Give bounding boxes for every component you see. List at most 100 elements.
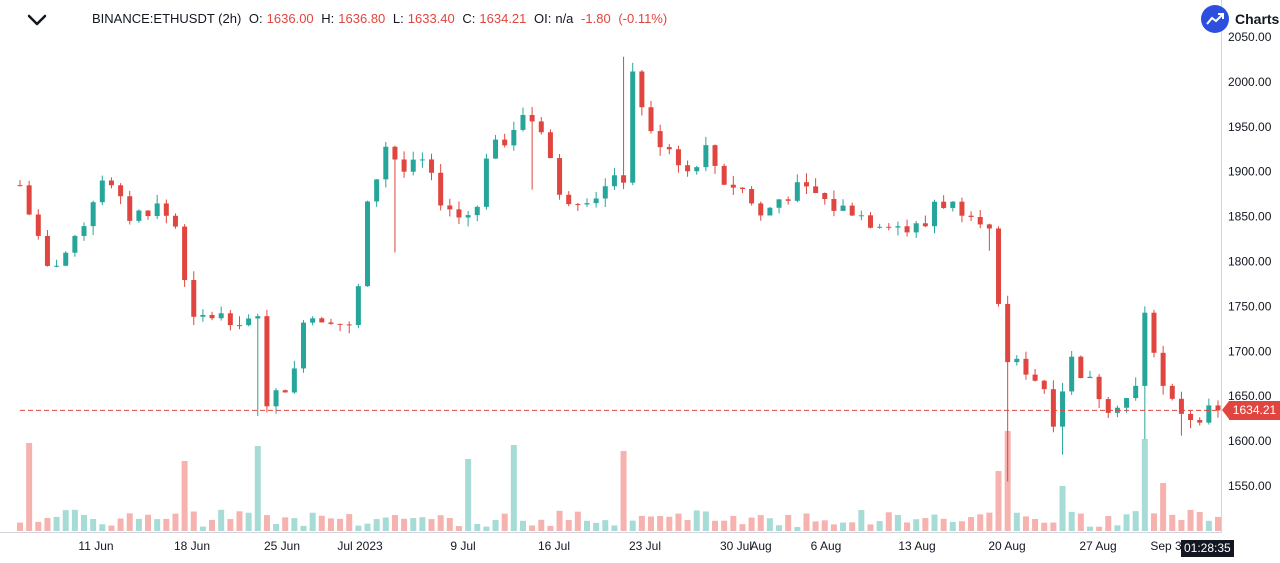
candle-body: [886, 226, 892, 228]
candle-body: [1178, 398, 1184, 414]
candle-body: [1050, 389, 1056, 427]
trend-up-icon: [1201, 5, 1229, 33]
candle-body: [273, 390, 279, 407]
y-tick-label: 2050.00: [1228, 30, 1272, 44]
volume-bar: [977, 514, 984, 531]
candle-body: [328, 322, 334, 324]
candle-body: [172, 215, 178, 227]
volume-bar: [748, 517, 755, 531]
candle-body: [1160, 352, 1166, 386]
candle-body: [831, 199, 837, 211]
candle-body: [630, 71, 636, 183]
candle-body: [264, 316, 270, 407]
volume-bar: [730, 515, 737, 531]
volume-bar: [236, 511, 243, 531]
candle-body: [1206, 405, 1212, 423]
candle-body: [730, 184, 736, 188]
time-axis[interactable]: 11 Jun 18 Jun 25 Jun Jul 2023 9 Jul 16 Jul 23 …: [78, 539, 1182, 553]
candle-body: [950, 201, 956, 208]
volume-bar: [218, 509, 225, 531]
candle-body: [1078, 356, 1084, 379]
candle-body: [785, 199, 791, 201]
candle-body: [291, 368, 297, 393]
candle-body: [392, 146, 398, 160]
volume-bar: [437, 515, 444, 531]
volume-bar: [712, 520, 719, 531]
y-tick-label: 1650.00: [1228, 389, 1272, 403]
candle-body: [438, 172, 444, 206]
candle-body: [739, 187, 745, 190]
charts-logo[interactable]: Charts: [1201, 4, 1279, 34]
candle-body: [154, 203, 160, 217]
volume-bar: [958, 521, 965, 531]
volume-bar: [53, 516, 60, 531]
volume-bar: [181, 461, 188, 531]
y-tick-label: 1800.00: [1228, 255, 1272, 269]
candle-body: [81, 226, 87, 236]
candle-body: [840, 205, 846, 211]
volume-bar: [904, 522, 911, 531]
volume-bar: [410, 518, 417, 531]
symbol-label[interactable]: BINANCE:ETHUSDT (2h): [92, 11, 242, 26]
candle-body: [913, 223, 919, 233]
volume-bar: [190, 511, 197, 531]
volume-bar: [1086, 526, 1093, 531]
candle-body: [758, 203, 764, 216]
candle-body: [447, 205, 453, 210]
volume-bar: [172, 513, 179, 531]
candle-body: [996, 228, 1002, 304]
volume-bar: [583, 520, 590, 531]
candle-body: [1169, 385, 1175, 399]
candle-body: [145, 210, 151, 217]
candle-body: [35, 214, 41, 236]
price-axis[interactable]: 2050.00 2000.00 1950.00 1900.00 1850.00 1800.…: [1228, 30, 1272, 493]
volume-bar: [263, 515, 270, 531]
volume-bar: [675, 513, 682, 531]
volume-bar: [401, 518, 408, 531]
candlesticks: [17, 56, 1221, 482]
volume-bar: [209, 519, 216, 531]
candle-body: [54, 265, 60, 267]
volume-bar: [327, 518, 334, 531]
candle-body: [456, 209, 462, 218]
candle-body: [346, 324, 352, 326]
volume-bar: [1041, 522, 1048, 531]
candle-body: [858, 215, 864, 217]
candle-body: [127, 196, 133, 221]
volume-bar: [309, 512, 316, 531]
candle-body: [794, 182, 800, 201]
volume-bar: [99, 524, 106, 531]
candle-body: [621, 175, 627, 183]
volume-bar: [867, 524, 874, 531]
volume-bar: [949, 521, 956, 531]
candle-body: [877, 226, 883, 228]
candle-body: [108, 180, 114, 186]
candle-body: [849, 205, 855, 216]
candle-body: [538, 121, 544, 133]
volume-bar: [163, 518, 170, 531]
volume-bar: [446, 517, 453, 531]
candle-body: [813, 186, 819, 194]
candle-body: [1151, 312, 1157, 353]
y-tick-label: 1700.00: [1228, 344, 1272, 358]
volume-bar: [419, 517, 426, 531]
volume-bar: [529, 525, 536, 531]
volume-bar: [355, 525, 362, 531]
candle-body: [355, 286, 361, 325]
volume-bar: [44, 518, 51, 531]
volume-bar: [849, 522, 856, 531]
close-label: C:: [462, 11, 476, 26]
low-value: 1633.40: [407, 11, 455, 26]
volume-bar: [968, 517, 975, 531]
candle-body: [941, 201, 947, 208]
candle-body: [968, 215, 974, 218]
volume-bar: [894, 514, 901, 531]
candle-body: [227, 313, 233, 326]
volume-bar: [821, 520, 828, 531]
volume-bar: [364, 523, 371, 531]
volume-bar: [62, 510, 69, 531]
volume-bar: [648, 516, 655, 531]
collapse-legend-button[interactable]: [24, 6, 50, 32]
x-tick-label: Jul 2023: [337, 539, 383, 553]
